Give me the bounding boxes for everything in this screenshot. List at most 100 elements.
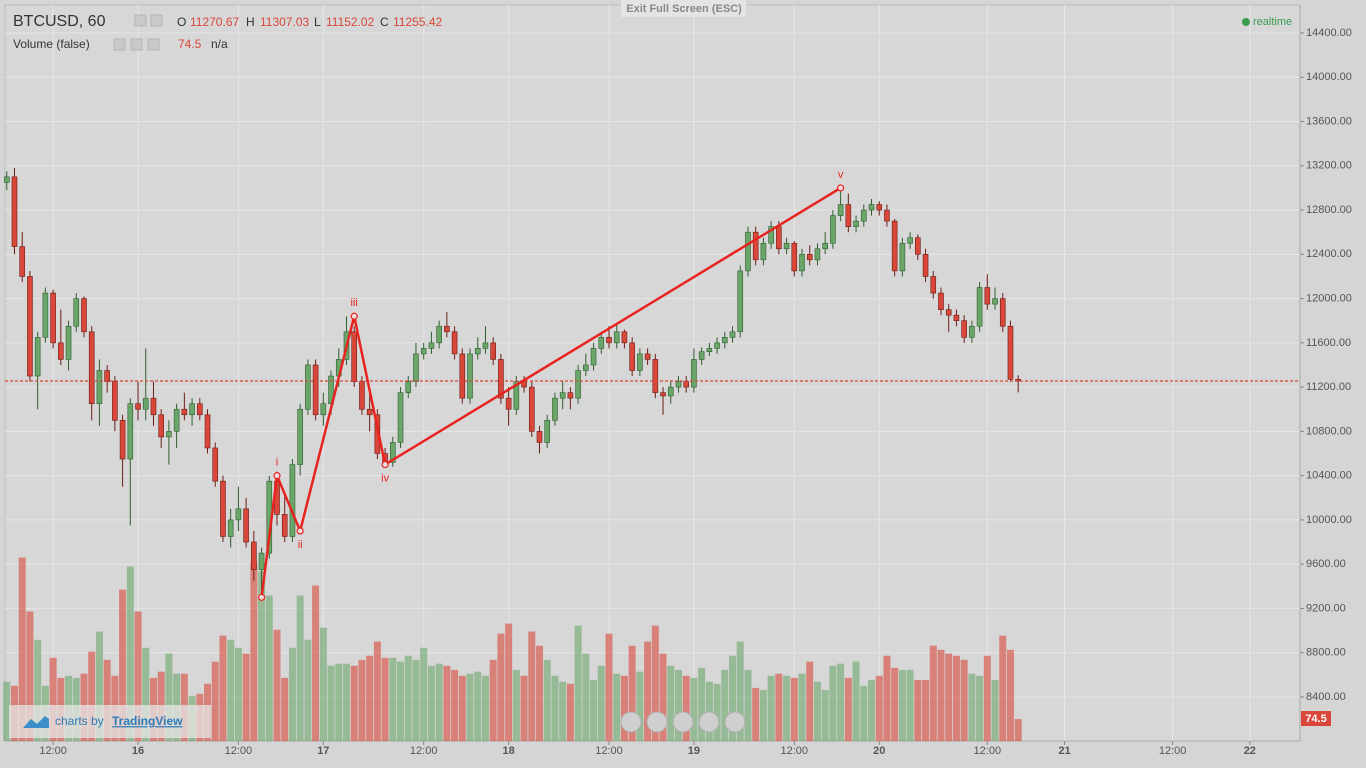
exit-fullscreen-button[interactable] — [621, 0, 746, 17]
candle-body — [629, 342, 635, 371]
volume-bar — [914, 679, 922, 741]
volume-bar — [281, 677, 289, 741]
candle-body — [745, 231, 751, 272]
header-button[interactable] — [113, 38, 126, 51]
candle-body — [444, 325, 450, 333]
volume-bar — [427, 665, 435, 741]
candle-body — [953, 314, 960, 322]
candle-body — [706, 348, 713, 352]
volume-bar — [95, 631, 103, 741]
candle-body — [598, 337, 605, 349]
candle-body — [544, 420, 551, 443]
candle-body — [698, 351, 705, 360]
volume-bar — [103, 659, 111, 741]
volume-axis-badge — [1301, 711, 1331, 727]
candle-body — [166, 431, 172, 438]
volume-bar — [952, 655, 960, 741]
x-tick-label: 12:00 — [39, 745, 67, 757]
header-button[interactable] — [134, 14, 147, 27]
volume-bar — [250, 561, 258, 741]
branding-name[interactable]: TradingView — [112, 714, 183, 728]
candle-body — [945, 309, 952, 316]
header-button[interactable] — [147, 38, 160, 51]
wave-label: i — [276, 457, 278, 469]
candle-body — [938, 292, 944, 310]
volume-bar — [528, 631, 536, 741]
volume-bar — [34, 639, 42, 741]
candle-body — [675, 381, 682, 388]
ohlc-letter: O — [177, 15, 186, 29]
x-tick-label: 12:00 — [225, 745, 253, 757]
volume-bar — [813, 681, 821, 741]
candle-body — [88, 331, 95, 405]
candle-body — [505, 397, 512, 410]
candle-body — [490, 342, 496, 360]
header-button[interactable] — [130, 38, 143, 51]
volume-bar — [234, 647, 242, 741]
ohlc-value: 11307.03 — [260, 15, 309, 29]
reset-button[interactable] — [672, 711, 694, 733]
candle-body — [992, 298, 998, 305]
candle-body — [135, 403, 141, 410]
candle-body — [243, 508, 249, 543]
volume-bar — [929, 645, 937, 741]
volume-bar — [960, 659, 968, 741]
volume-bar — [543, 659, 551, 741]
candle-body — [791, 242, 798, 272]
volume-title: Volume (false) — [13, 37, 90, 51]
volume-bar — [536, 645, 544, 741]
candle-body — [27, 276, 33, 377]
volume-bar — [860, 685, 868, 741]
volume-bar — [729, 655, 737, 741]
volume-bar — [520, 675, 528, 741]
candle-body — [814, 248, 821, 261]
volume-bar — [744, 669, 752, 741]
volume-bar — [937, 649, 945, 741]
y-tick-label: 14000.00 — [1306, 71, 1352, 83]
candle-body — [637, 353, 643, 371]
ohlc-value: 11152.02 — [326, 15, 375, 29]
volume-bar — [435, 663, 443, 741]
candle-body — [359, 381, 365, 410]
scroll-right-button[interactable] — [724, 711, 746, 733]
candle-body — [536, 431, 543, 443]
volume-bar — [389, 657, 397, 741]
x-tick-label: 12:00 — [974, 745, 1002, 757]
volume-bar — [219, 635, 227, 741]
candle-body — [976, 287, 983, 327]
y-tick-label: 10400.00 — [1306, 470, 1352, 482]
y-tick-label: 10000.00 — [1306, 514, 1352, 526]
y-tick-label: 13200.00 — [1306, 160, 1352, 172]
candle-body — [436, 325, 442, 344]
volume-bar — [736, 641, 744, 741]
candle-body — [150, 397, 157, 416]
zoom-out-button[interactable] — [646, 711, 668, 733]
volume-bar — [420, 647, 428, 741]
wave-point — [381, 460, 389, 469]
volume-bar — [474, 671, 482, 741]
volume-bar — [142, 647, 150, 741]
volume-bar — [690, 677, 698, 741]
wave-label: iii — [351, 297, 358, 309]
branding-prefix[interactable]: charts by — [55, 714, 104, 728]
exit-fullscreen-label[interactable]: Exit Full Screen (ESC) — [626, 3, 742, 15]
y-tick-label: 9200.00 — [1306, 602, 1346, 614]
candle-body — [613, 331, 620, 344]
candle-body — [227, 519, 234, 537]
header-button[interactable] — [150, 14, 163, 27]
x-tick-label: 12:00 — [1159, 745, 1187, 757]
zoom-in-button[interactable] — [698, 711, 720, 733]
candle-body — [760, 242, 767, 261]
volume-bar — [659, 653, 667, 741]
candle-body — [899, 242, 906, 272]
y-tick-label: 12000.00 — [1306, 292, 1352, 304]
candle-body — [127, 403, 134, 460]
candle-body — [258, 552, 265, 570]
x-tick-label: 21 — [1058, 745, 1070, 757]
volume-bar — [705, 681, 713, 741]
candle-body — [691, 359, 697, 388]
scroll-left-button[interactable] — [620, 711, 642, 733]
volume-bar — [906, 669, 914, 741]
volume-bar — [342, 663, 350, 741]
y-tick-label: 10800.00 — [1306, 425, 1352, 437]
